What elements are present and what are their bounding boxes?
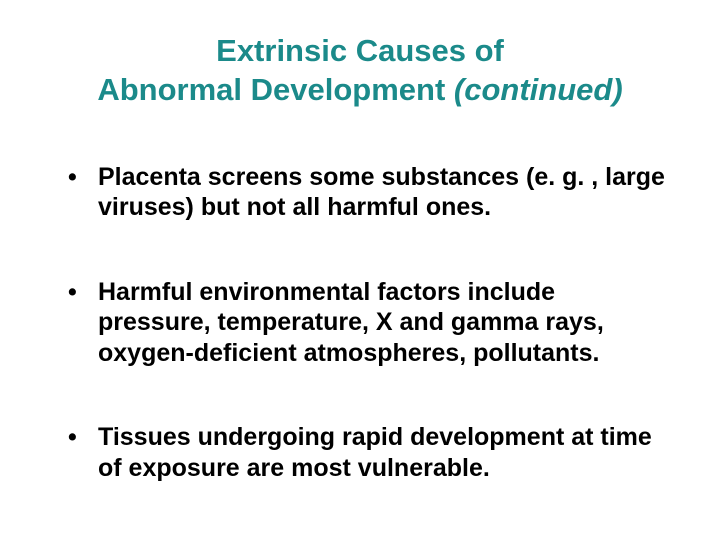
title-line-2-suffix: (continued) (454, 72, 623, 107)
bullet-list: Placenta screens some substances (e. g. … (50, 162, 670, 484)
title-line-2-main: Abnormal Development (97, 72, 454, 107)
title-line-1: Extrinsic Causes of (50, 32, 670, 71)
bullet-item: Placenta screens some substances (e. g. … (68, 162, 670, 223)
title-line-2: Abnormal Development (continued) (50, 71, 670, 110)
bullet-item: Harmful environmental factors include pr… (68, 277, 670, 369)
slide-title: Extrinsic Causes of Abnormal Development… (50, 32, 670, 110)
bullet-item: Tissues undergoing rapid development at … (68, 422, 670, 483)
